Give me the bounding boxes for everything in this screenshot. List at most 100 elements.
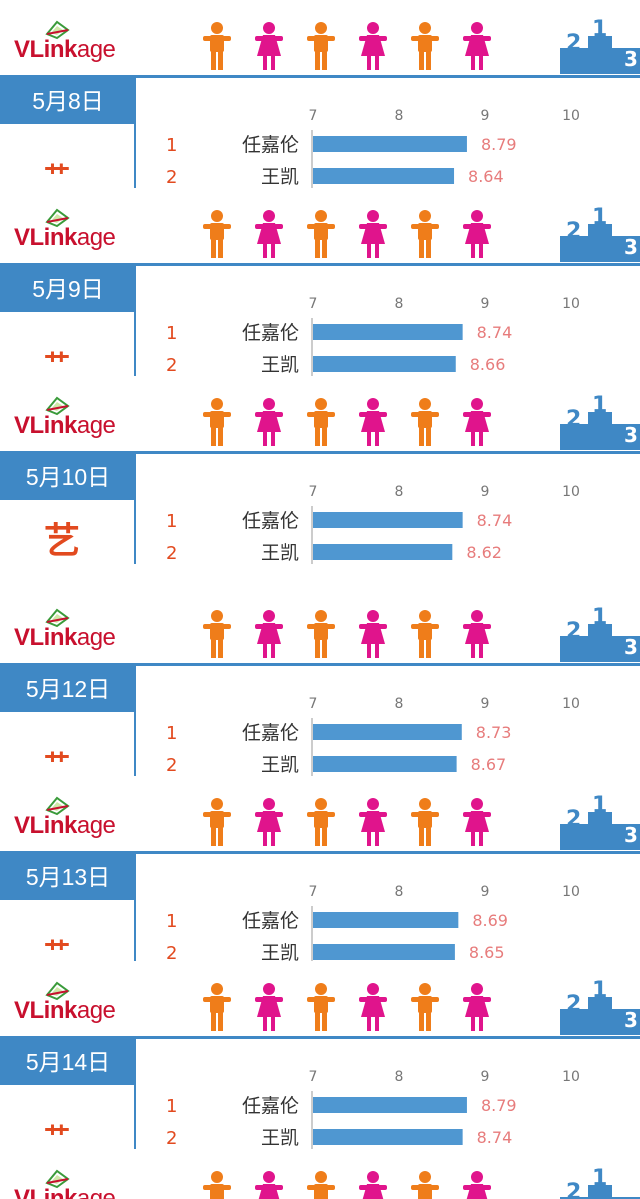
ranking-panel: VLinkage 2 1 3 5月9日 艹 7 8 9 10 1 任嘉伦 8.74 2 王凯 8.… xyxy=(0,188,640,376)
female-person-icon xyxy=(463,22,491,70)
male-person-icon xyxy=(411,1171,439,1199)
axis-tick-label: 8 xyxy=(395,484,404,500)
logo-suffix-text: age xyxy=(76,1185,116,1199)
value-label: 8.65 xyxy=(469,943,505,962)
logo-suffix-text: age xyxy=(76,997,116,1024)
male-person-icon xyxy=(307,798,335,846)
category-icon: 艺 xyxy=(44,521,81,562)
logo-main-text: VLink xyxy=(14,224,77,251)
logo-mark-icon xyxy=(45,20,70,40)
female-person-icon xyxy=(359,798,387,846)
svg-text:2: 2 xyxy=(566,407,581,432)
artist-name: 王凯 xyxy=(261,542,299,564)
panel-header: VLinkage 2 1 3 xyxy=(0,1149,640,1199)
panel-header: VLinkage 2 1 3 xyxy=(0,588,640,664)
svg-text:2: 2 xyxy=(566,992,581,1017)
axis-tick-label: 8 xyxy=(395,296,404,312)
male-person-icon xyxy=(411,798,439,846)
artist-name: 任嘉伦 xyxy=(242,134,299,156)
axis-tick-label: 9 xyxy=(481,296,490,312)
male-person-icon xyxy=(203,983,231,1031)
female-person-icon xyxy=(463,983,491,1031)
value-label: 8.74 xyxy=(477,323,513,342)
axis-tick-label: 8 xyxy=(395,696,404,712)
female-person-icon xyxy=(359,983,387,1031)
artist-name: 王凯 xyxy=(261,166,299,188)
bar xyxy=(313,724,462,740)
axis-tick-label: 10 xyxy=(562,884,580,900)
people-icons xyxy=(203,610,491,658)
logo-mark-icon xyxy=(45,981,70,1001)
value-label: 8.73 xyxy=(476,723,512,742)
axis-tick-label: 10 xyxy=(562,484,580,500)
people-icons xyxy=(203,798,491,846)
logo-suffix-text: age xyxy=(76,224,116,251)
axis-tick-label: 10 xyxy=(562,1069,580,1085)
axis-tick-label: 8 xyxy=(395,884,404,900)
podium-icon: 2 1 3 xyxy=(560,18,640,74)
female-person-icon xyxy=(359,22,387,70)
vlinkage-logo: VLinkage xyxy=(14,796,134,840)
bar xyxy=(313,756,457,772)
female-person-icon xyxy=(255,210,283,258)
male-person-icon xyxy=(307,210,335,258)
podium-icon: 2 1 3 xyxy=(560,206,640,262)
rank-number: 2 xyxy=(166,543,177,564)
male-person-icon xyxy=(411,983,439,1031)
value-label: 8.79 xyxy=(481,1096,517,1115)
rank-number: 2 xyxy=(166,1128,177,1149)
panel-header: VLinkage 2 1 3 xyxy=(0,376,640,452)
female-person-icon xyxy=(255,983,283,1031)
logo-mark-icon xyxy=(45,608,70,628)
male-person-icon xyxy=(307,610,335,658)
logo-main-text: VLink xyxy=(14,36,77,63)
ranking-panel: VLinkage 2 1 3 5月13日 艹 7 8 9 10 1 任嘉伦 8.69 2 王凯 8… xyxy=(0,776,640,964)
category-box: 艹 xyxy=(0,124,136,188)
rank-number: 1 xyxy=(166,1096,177,1117)
female-person-icon xyxy=(463,798,491,846)
people-icons xyxy=(203,983,491,1031)
male-person-icon xyxy=(411,610,439,658)
date-label: 5月9日 xyxy=(0,266,136,312)
rank-number: 1 xyxy=(166,323,177,344)
logo-suffix-text: age xyxy=(76,624,116,651)
female-person-icon xyxy=(255,1171,283,1199)
category-icon: 艹 xyxy=(44,1123,71,1153)
vlinkage-logo: VLinkage xyxy=(14,396,134,440)
logo-main-text: VLink xyxy=(14,812,77,839)
svg-text:1: 1 xyxy=(592,1167,607,1191)
bar xyxy=(313,912,459,928)
panel-header: VLinkage 2 1 3 xyxy=(0,0,640,76)
logo-mark-icon xyxy=(45,1169,70,1189)
male-person-icon xyxy=(203,210,231,258)
date-label: 5月13日 xyxy=(0,854,136,900)
rank-number: 1 xyxy=(166,911,177,932)
axis-tick-label: 7 xyxy=(309,884,318,900)
logo-suffix-text: age xyxy=(76,36,116,63)
podium-icon: 2 1 3 xyxy=(560,794,640,850)
axis-tick-label: 8 xyxy=(395,1069,404,1085)
bar xyxy=(313,544,453,560)
axis-tick-label: 9 xyxy=(481,1069,490,1085)
category-box: 艹 xyxy=(0,712,136,776)
female-person-icon xyxy=(255,798,283,846)
male-person-icon xyxy=(307,983,335,1031)
vlinkage-logo: VLinkage xyxy=(14,208,134,252)
date-label: 5月12日 xyxy=(0,666,136,712)
male-person-icon xyxy=(307,1171,335,1199)
logo-main-text: VLink xyxy=(14,624,77,651)
svg-text:1: 1 xyxy=(592,606,607,630)
bar xyxy=(313,512,463,528)
date-label: 5月10日 xyxy=(0,454,136,500)
bar-chart-svg: 7 8 9 10 1 任嘉伦 8.79 2 王凯 8.74 xyxy=(166,1069,580,1149)
artist-name: 王凯 xyxy=(261,354,299,376)
panel-header: VLinkage 2 1 3 xyxy=(0,961,640,1037)
svg-text:1: 1 xyxy=(592,794,607,818)
category-icon: 艹 xyxy=(44,750,71,776)
female-person-icon xyxy=(463,1171,491,1199)
header-divider xyxy=(0,1036,640,1039)
svg-text:3: 3 xyxy=(624,1196,638,1199)
bar-chart: 7 8 9 10 1 任嘉伦 8.73 2 王凯 8.67 xyxy=(136,666,640,776)
artist-name: 任嘉伦 xyxy=(242,510,299,532)
rank-number: 2 xyxy=(166,943,177,964)
